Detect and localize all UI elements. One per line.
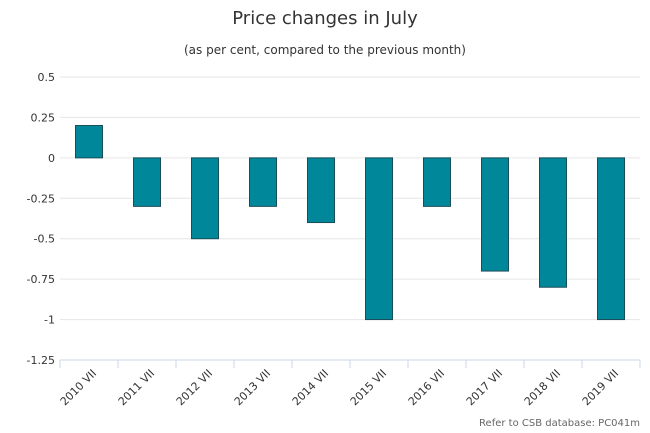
x-tick-label: 2017 VII [464, 367, 505, 408]
y-tick-label: -0.5 [34, 233, 55, 246]
x-tick-label: 2011 VII [116, 367, 157, 408]
x-tick-label: 2013 VII [232, 367, 273, 408]
y-tick-label: 0.5 [38, 71, 56, 84]
y-axis-tick-labels: 0.5 0.25 0 -0.25 -0.5 -0.75 -1 -1.25 [27, 71, 55, 367]
bar-2017-vii[interactable] [481, 157, 509, 272]
x-tick-label: 2016 VII [406, 367, 447, 408]
y-tick-label: -0.25 [27, 192, 55, 205]
x-tick-label: 2014 VII [290, 367, 331, 408]
y-tick-label: -1 [44, 314, 55, 327]
x-axis-tick-labels: 2010 VII 2011 VII 2012 VII 2013 VII 2014 VII… [58, 360, 641, 408]
y-tick-label: 0.25 [31, 111, 56, 124]
y-tick-label: -0.75 [27, 273, 55, 286]
bar-2014-vii[interactable] [307, 157, 335, 224]
bars [75, 125, 625, 321]
x-tick-label: 2019 VII [580, 367, 621, 408]
x-tick-label: 2012 VII [174, 367, 215, 408]
y-tick-label: -1.25 [27, 354, 55, 367]
bar-2016-vii[interactable] [423, 157, 451, 207]
y-tick-label: 0 [48, 152, 55, 165]
bar-2010-vii[interactable] [75, 125, 103, 159]
bar-2019-vii[interactable] [597, 157, 625, 321]
bar-2011-vii[interactable] [133, 157, 161, 207]
chart-subtitle: (as per cent, compared to the previous m… [184, 43, 466, 57]
x-tick-label: 2018 VII [522, 367, 563, 408]
x-tick-label: 2010 VII [58, 367, 99, 408]
x-tick-label: 2015 VII [348, 367, 389, 408]
bar-2015-vii[interactable] [365, 157, 393, 321]
source-note: Refer to CSB database: PC041m [479, 418, 640, 429]
bar-2013-vii[interactable] [249, 157, 277, 207]
bar-2018-vii[interactable] [539, 157, 567, 288]
chart-title: Price changes in July [232, 8, 418, 29]
bar-2012-vii[interactable] [191, 157, 219, 240]
